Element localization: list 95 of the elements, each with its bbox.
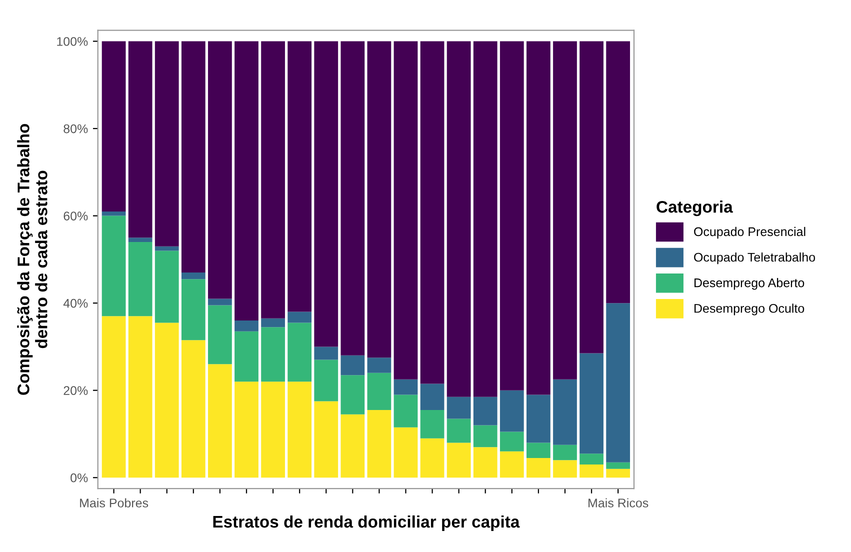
bar: [553, 444, 577, 460]
bar: [208, 41, 232, 299]
bar: [340, 41, 365, 356]
bar: [367, 410, 392, 478]
bar: [367, 358, 392, 373]
y-tick-label: 80%: [64, 124, 88, 134]
bar: [234, 41, 258, 321]
y-tick-label: 100%: [57, 37, 88, 46]
bar: [261, 318, 285, 328]
bar: [446, 41, 471, 397]
legend-label: Ocupado Presencial: [694, 226, 806, 239]
bar: [367, 372, 392, 410]
bar: [288, 312, 312, 323]
bar: [580, 353, 604, 454]
bar: [367, 41, 392, 358]
bar: [181, 41, 206, 273]
bar: [394, 394, 418, 428]
bar: [314, 401, 338, 478]
bar: [553, 41, 577, 380]
bar: [473, 396, 498, 426]
bar: [473, 447, 498, 478]
bar: [128, 41, 152, 238]
bar: [154, 41, 179, 246]
bar: [234, 382, 258, 478]
bar: [102, 216, 126, 316]
y-axis-title: Composição da Força de Trabalho dentro de cada estrato: [17, 124, 48, 395]
bar: [208, 298, 232, 306]
bar: [181, 340, 206, 478]
bar: [154, 246, 179, 251]
bar: [340, 414, 365, 478]
bar: [606, 462, 630, 469]
bar: [446, 442, 471, 478]
bar: [181, 272, 206, 280]
bar: [154, 250, 179, 323]
y-tick-label: 0%: [70, 473, 88, 482]
bar: [606, 303, 630, 462]
bar: [394, 379, 418, 395]
bar: [234, 331, 258, 382]
bar: [580, 41, 604, 354]
bar: [314, 360, 338, 402]
bar: [102, 41, 126, 212]
bar: [314, 346, 338, 360]
bar: [154, 322, 179, 478]
legend-label: Desemprego Oculto: [694, 304, 804, 316]
bar: [420, 438, 444, 478]
bar: [526, 394, 550, 443]
x-tick-label: Mais Ricos: [588, 498, 648, 508]
bar: [553, 379, 577, 445]
bar: [526, 458, 550, 478]
bar: [261, 327, 285, 382]
bar: [500, 41, 524, 390]
y-tick-label: 60%: [64, 212, 88, 220]
bar: [500, 451, 524, 478]
legend-label: Ocupado Teletrabalho: [694, 252, 816, 264]
y-tick-label: 40%: [63, 298, 88, 308]
bar: [128, 316, 152, 478]
bar: [446, 396, 471, 419]
bar: [526, 41, 550, 395]
bar: [208, 305, 232, 364]
bar: [394, 41, 418, 380]
bar: [420, 41, 444, 384]
bar: [128, 238, 152, 242]
x-tick-label: Mais Pobres: [80, 498, 148, 508]
y-tick-label: 20%: [64, 386, 88, 395]
bar: [473, 425, 498, 448]
legend-label: Desemprego Aberto: [694, 278, 804, 290]
bar: [473, 41, 498, 397]
bar: [553, 460, 577, 478]
x-axis-title: Estratos de renda domiciliar per capita: [213, 515, 520, 531]
bar: [261, 41, 285, 318]
legend-title: Categoria: [656, 200, 733, 216]
bar: [102, 211, 126, 216]
bar: [394, 427, 418, 478]
bar: [288, 382, 312, 478]
bar: [102, 316, 126, 478]
bar: [420, 410, 444, 438]
bar: [288, 322, 312, 382]
bar: [580, 454, 604, 465]
bar: [446, 418, 471, 443]
bar: [314, 41, 338, 347]
bar: [181, 279, 206, 340]
bar: [208, 364, 232, 478]
bar: [606, 41, 630, 304]
bar: [526, 442, 550, 458]
bar: [606, 468, 630, 478]
bar: [340, 355, 365, 376]
bar: [420, 384, 444, 410]
bar: [288, 41, 312, 312]
bar: [128, 242, 152, 316]
bar: [340, 375, 365, 414]
bar: [580, 464, 604, 478]
bar: [261, 382, 285, 478]
bar: [500, 432, 524, 452]
bar: [234, 320, 258, 332]
bar: [500, 390, 524, 432]
